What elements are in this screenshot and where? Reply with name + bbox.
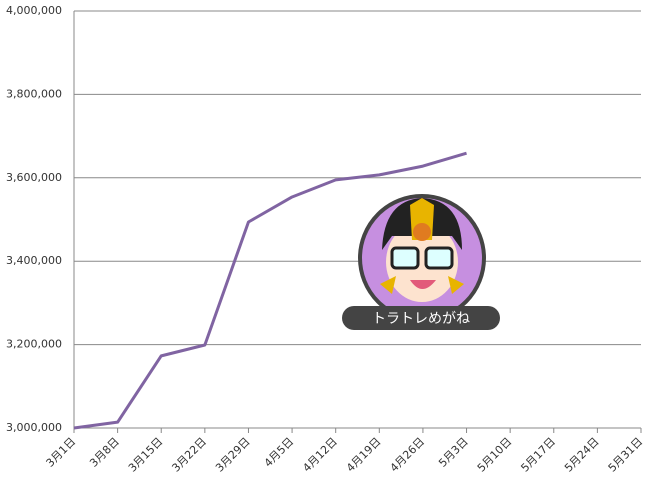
y-tick-label: 3,000,000 — [6, 421, 62, 434]
x-tick-label: 4月19日 — [344, 435, 384, 475]
y-tick-label: 3,600,000 — [6, 171, 62, 184]
x-tick-label: 3月15日 — [126, 435, 166, 475]
watermark-logo: トラトレめがね — [342, 194, 500, 330]
x-tick-label: 4月12日 — [300, 435, 340, 475]
x-tick-label: 3月1日 — [44, 435, 79, 470]
x-tick-label: 3月8日 — [87, 435, 122, 470]
y-tick-label: 3,200,000 — [6, 338, 62, 351]
x-tick-label: 4月5日 — [262, 435, 297, 470]
x-tick-label: 5月17日 — [518, 435, 558, 475]
x-tick-label: 5月3日 — [436, 435, 471, 470]
x-tick-label: 5月24日 — [562, 435, 602, 475]
watermark-label: トラトレめがね — [372, 311, 470, 327]
line — [73, 151, 467, 430]
x-tick-label: 3月22日 — [169, 435, 209, 475]
x-tick-label: 3月29日 — [213, 435, 253, 475]
y-tick-label: 4,000,000 — [6, 4, 62, 17]
x-tick-label: 5月31日 — [606, 435, 646, 475]
y-tick-label: 3,400,000 — [6, 254, 62, 267]
x-tick-label: 4月26日 — [388, 435, 428, 475]
y-tick-label: 3,800,000 — [6, 87, 62, 100]
x-tick-label: 5月10日 — [475, 435, 515, 475]
